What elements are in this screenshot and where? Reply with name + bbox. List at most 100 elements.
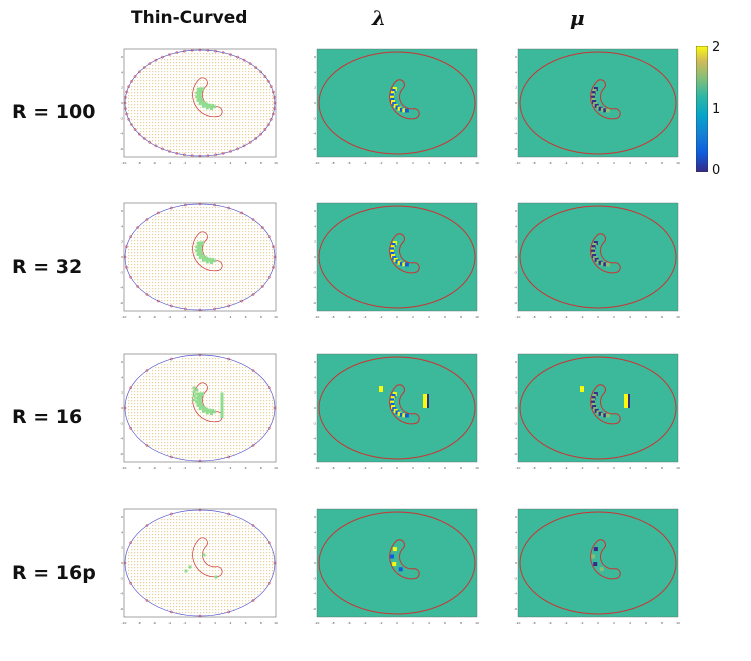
y-tick-label: -6 (120, 301, 123, 305)
y-tick-label: -4 (514, 286, 517, 290)
reconstruction-cells (390, 87, 409, 113)
map-background (517, 202, 679, 312)
x-tick-label: 0 (199, 315, 201, 319)
x-tick-label: 8 (260, 315, 262, 319)
panel-thin-curved-r16: -10 -8 -6 -4 -2 0 2 4 6 8 10 6 4 2 0 -2 -4 -6 (120, 353, 278, 470)
x-tick-label: 10 (676, 621, 680, 625)
boundary-markers (123, 48, 277, 158)
x-tick-label: -8 (138, 466, 141, 470)
x-tick-label: -10 (315, 315, 320, 319)
y-tick-label: -4 (313, 437, 316, 441)
inclusion-outline (389, 384, 420, 425)
colorbar-mid-label: 1 (712, 102, 721, 117)
x-tick-label: 8 (661, 466, 663, 470)
x-tick-label: 10 (475, 161, 479, 165)
inclusion-outline (389, 539, 420, 580)
x-tick-label: -4 (565, 315, 568, 319)
x-tick-label: -10 (516, 161, 521, 165)
x-tick-label: -2 (581, 466, 584, 470)
y-tick-label: 4 (314, 530, 316, 534)
x-tick-label: 0 (199, 466, 201, 470)
x-tick-label: 2 (613, 621, 615, 625)
domain-ellipse (519, 51, 677, 155)
recovered-points (192, 386, 224, 418)
reconstruction-cells (591, 547, 604, 572)
x-tick-label: -8 (138, 315, 141, 319)
y-tick-label: 4 (314, 224, 316, 228)
x-tick-label: 2 (613, 466, 615, 470)
x-tick-label: -2 (183, 315, 186, 319)
x-tick-label: -6 (549, 161, 552, 165)
x-tick-label: 4 (629, 161, 631, 165)
x-tick-label: 4 (629, 315, 631, 319)
y-tick-label: -6 (313, 301, 316, 305)
domain-ellipse (519, 205, 677, 309)
y-tick-label: -2 (514, 576, 517, 580)
map-background (316, 48, 478, 158)
boundary-ellipse (124, 354, 276, 462)
x-tick-label: -10 (516, 621, 521, 625)
x-tick-label: -4 (565, 161, 568, 165)
y-tick-label: 2 (314, 240, 316, 244)
reconstruction-cells (390, 241, 409, 267)
x-tick-label: -8 (533, 621, 536, 625)
y-tick-label: 0 (314, 255, 316, 259)
panel-mu-r100: -10 -8 -6 -4 -2 0 2 4 6 8 10 6 4 2 0 -2 -4 -6 (514, 48, 680, 165)
x-tick-label: -2 (183, 161, 186, 165)
x-tick-label: 2 (214, 621, 216, 625)
y-tick-label: 2 (121, 546, 123, 550)
x-tick-label: 0 (396, 621, 398, 625)
x-tick-label: -6 (549, 466, 552, 470)
y-tick-label: 4 (515, 224, 517, 228)
inclusion-outline (192, 231, 223, 272)
y-tick-label: 2 (515, 546, 517, 550)
y-tick-label: -6 (514, 301, 517, 305)
x-tick-label: 2 (412, 161, 414, 165)
x-tick-label: 6 (245, 466, 247, 470)
y-tick-label: -6 (120, 607, 123, 611)
grid-points (128, 513, 274, 614)
axis-ticks: -10 -8 -6 -4 -2 0 2 4 6 8 10 6 4 2 0 -2 -4 -6 (313, 55, 479, 165)
y-tick-label: -2 (514, 116, 517, 120)
x-tick-label: 8 (460, 161, 462, 165)
x-tick-label: -2 (380, 315, 383, 319)
x-tick-label: 4 (428, 161, 430, 165)
map-background (316, 353, 478, 463)
colorbar (696, 46, 708, 172)
inclusion-outline (590, 384, 621, 425)
panel-mu-r16p: -10 -8 -6 -4 -2 0 2 4 6 8 10 6 4 2 0 -2 -4 -6 (514, 508, 680, 625)
y-tick-label: 4 (121, 224, 123, 228)
x-tick-label: -2 (581, 161, 584, 165)
x-tick-label: -4 (364, 315, 367, 319)
y-tick-label: 6 (314, 360, 316, 364)
y-tick-label: 0 (314, 101, 316, 105)
y-tick-label: 6 (314, 515, 316, 519)
x-tick-label: 0 (199, 161, 201, 165)
y-tick-label: -4 (313, 286, 316, 290)
reconstruction-cells (390, 547, 403, 572)
x-tick-label: 10 (274, 466, 278, 470)
x-tick-label: -6 (348, 466, 351, 470)
boundary-markers (123, 202, 277, 312)
axis-ticks: -10 -8 -6 -4 -2 0 2 4 6 8 10 6 4 2 0 -2 -4 -6 (120, 360, 278, 470)
x-tick-label: 2 (214, 466, 216, 470)
x-tick-label: -2 (183, 621, 186, 625)
x-tick-label: 8 (260, 466, 262, 470)
x-tick-label: 6 (444, 315, 446, 319)
x-tick-label: 6 (245, 161, 247, 165)
x-tick-label: 6 (444, 466, 446, 470)
row-label-r16p: R = 16p (12, 562, 96, 584)
axis-ticks: -10 -8 -6 -4 -2 0 2 4 6 8 10 6 4 2 0 -2 -4 -6 (313, 209, 479, 319)
inclusion-outline (389, 233, 420, 274)
y-tick-label: 0 (121, 255, 123, 259)
domain-ellipse (318, 205, 476, 309)
boundary-ellipse (124, 203, 276, 311)
x-tick-label: 10 (676, 466, 680, 470)
y-tick-label: -6 (313, 147, 316, 151)
y-tick-label: 4 (121, 530, 123, 534)
x-tick-label: -8 (533, 315, 536, 319)
y-tick-label: 2 (121, 86, 123, 90)
y-tick-label: 6 (314, 55, 316, 59)
y-tick-label: -6 (514, 607, 517, 611)
y-tick-label: 0 (314, 406, 316, 410)
